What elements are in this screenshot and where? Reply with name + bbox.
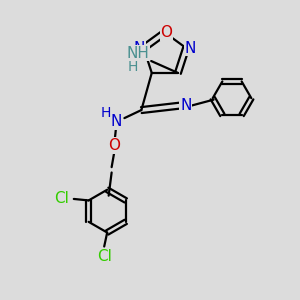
- Text: Cl: Cl: [55, 191, 69, 206]
- Text: N: N: [110, 115, 122, 130]
- Text: NH: NH: [126, 46, 149, 61]
- Text: O: O: [109, 138, 121, 153]
- Text: H: H: [127, 60, 138, 74]
- Text: Cl: Cl: [97, 249, 112, 264]
- Text: N: N: [134, 40, 145, 56]
- Text: N: N: [185, 40, 196, 56]
- Text: N: N: [180, 98, 192, 113]
- Text: O: O: [160, 25, 172, 40]
- Text: H: H: [100, 106, 111, 120]
